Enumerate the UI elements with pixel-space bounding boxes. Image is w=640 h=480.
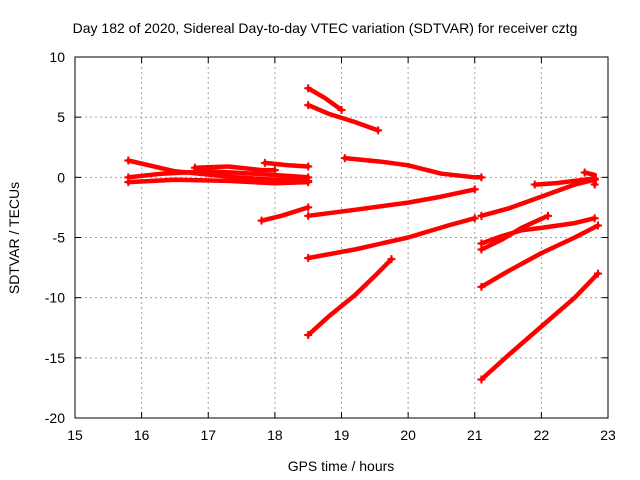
series-line xyxy=(479,177,597,219)
series-line xyxy=(126,177,311,186)
data-point xyxy=(594,269,603,278)
series-arc-15 xyxy=(477,211,553,254)
x-tick-label: 22 xyxy=(534,427,550,443)
x-tick-label: 23 xyxy=(600,427,616,443)
series-line xyxy=(192,164,278,173)
data-point xyxy=(590,214,599,223)
x-tick-label: 19 xyxy=(334,427,350,443)
data-point xyxy=(124,178,133,187)
data-series xyxy=(124,84,603,384)
data-point xyxy=(470,214,479,223)
x-tick-label: 21 xyxy=(467,427,483,443)
data-point xyxy=(470,185,479,194)
x-tick-label: 16 xyxy=(134,427,150,443)
series-arc-3 xyxy=(124,177,313,187)
series-line xyxy=(259,205,311,223)
data-point xyxy=(304,330,313,339)
y-tick-label: 0 xyxy=(57,169,65,185)
series-arc-14 xyxy=(477,214,599,248)
data-point xyxy=(594,221,603,230)
series-line xyxy=(479,215,597,246)
data-point xyxy=(530,180,539,189)
data-point xyxy=(270,166,279,175)
series-line xyxy=(305,256,394,338)
y-tick-label: -15 xyxy=(45,350,65,366)
series-line xyxy=(126,169,311,180)
y-tick-label: -20 xyxy=(45,410,65,426)
series-line xyxy=(479,213,551,252)
y-tick-label: 10 xyxy=(49,49,65,65)
data-point xyxy=(190,163,199,172)
data-point xyxy=(257,216,266,225)
data-point xyxy=(304,178,313,187)
x-tick-label: 18 xyxy=(267,427,283,443)
y-tick-label: -10 xyxy=(45,290,65,306)
data-point xyxy=(590,180,599,189)
series-arc-18 xyxy=(477,221,603,291)
series-line xyxy=(342,155,484,180)
series-line xyxy=(126,158,311,184)
axis-ticks: 15 16 17 18 19 20 21 22 23 -20 -15 -10 -5 0 5 10 xyxy=(45,49,616,443)
data-point xyxy=(477,173,486,182)
series-line xyxy=(479,271,601,382)
data-point xyxy=(340,154,349,163)
series-arc-17 xyxy=(580,168,599,189)
data-point xyxy=(304,253,313,262)
data-point xyxy=(304,101,313,110)
data-point xyxy=(304,203,313,212)
series-line xyxy=(262,160,311,169)
series-arc-12 xyxy=(304,255,396,339)
series-arc-8 xyxy=(304,101,383,135)
data-point xyxy=(124,156,133,165)
y-axis-label: SDTVAR / TECUs xyxy=(6,182,22,294)
series-arc-6 xyxy=(257,203,313,225)
chart-title: Day 182 of 2020, Sidereal Day-to-day VTE… xyxy=(73,20,578,36)
series-line xyxy=(532,176,597,187)
data-point xyxy=(337,105,346,114)
data-point xyxy=(477,211,486,220)
y-tick-label: 5 xyxy=(57,109,65,125)
data-point xyxy=(304,84,313,93)
data-point xyxy=(580,168,589,177)
series-line xyxy=(305,102,381,133)
series-arc-7 xyxy=(304,84,346,114)
series-line xyxy=(305,187,478,219)
series-line xyxy=(305,86,344,113)
x-axis-label: GPS time / hours xyxy=(288,458,395,474)
data-point xyxy=(387,255,396,264)
series-arc-11 xyxy=(304,214,479,262)
series-arc-10 xyxy=(304,185,479,220)
x-tick-label: 15 xyxy=(67,427,83,443)
x-tick-label: 17 xyxy=(200,427,216,443)
series-arc-4 xyxy=(190,163,279,175)
data-point xyxy=(304,162,313,171)
series-arc-9 xyxy=(340,154,486,182)
data-point xyxy=(374,126,383,135)
series-line xyxy=(479,223,601,290)
plot-frame xyxy=(74,56,609,419)
series-arc-19 xyxy=(477,269,603,384)
data-point xyxy=(544,211,553,220)
series-line xyxy=(305,215,478,261)
data-point xyxy=(477,375,486,384)
data-point xyxy=(477,245,486,254)
data-point xyxy=(260,158,269,167)
x-tick-label: 20 xyxy=(400,427,416,443)
data-point xyxy=(477,282,486,291)
y-tick-label: -5 xyxy=(53,230,66,246)
series-arc-5 xyxy=(260,158,313,171)
data-point xyxy=(304,211,313,220)
